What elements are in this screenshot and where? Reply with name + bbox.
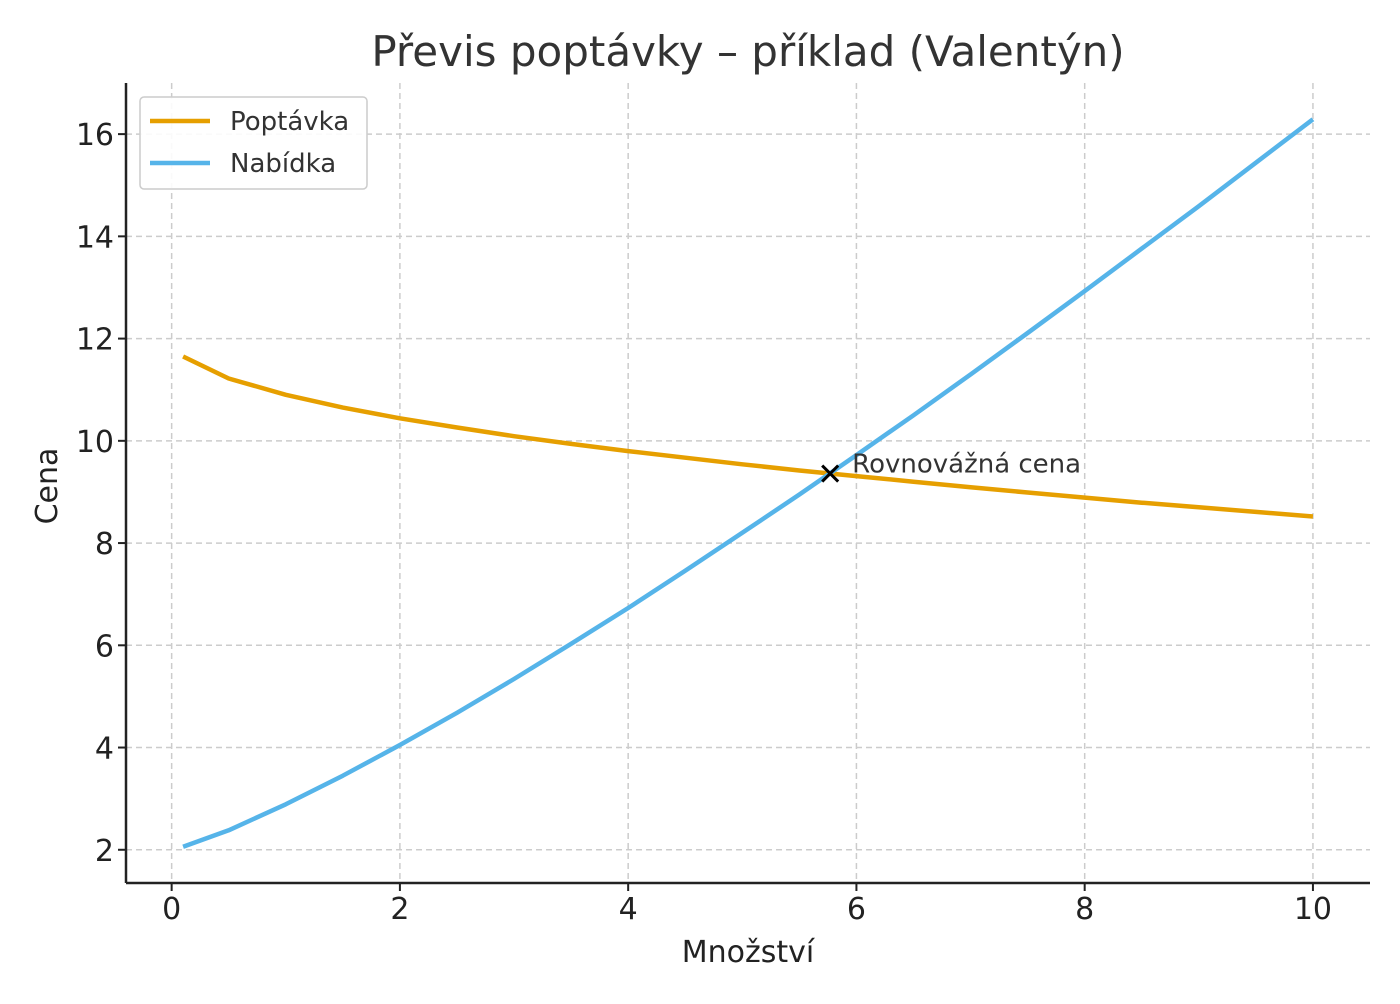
x-tick-label: 10	[1294, 892, 1332, 927]
axes	[118, 83, 1370, 891]
y-tick-label: 8	[95, 527, 114, 562]
y-tick-label: 6	[95, 629, 114, 664]
legend: Poptávka Nabídka	[139, 96, 368, 190]
tick-labels: 0 2 4 6 8 10 2 4 6 8 10 12 14 16	[76, 118, 1332, 927]
series-lines	[182, 117, 1315, 849]
x-tick-label: 2	[390, 892, 409, 927]
legend-label-poptavka: Poptávka	[230, 107, 349, 137]
x-axis-label: Množství	[682, 935, 816, 970]
y-tick-label: 14	[76, 220, 114, 255]
legend-label-nabidka: Nabídka	[230, 149, 336, 179]
grid	[126, 83, 1370, 883]
x-tick-label: 8	[1075, 892, 1094, 927]
y-tick-label: 16	[76, 118, 114, 153]
x-tick-label: 4	[619, 892, 638, 927]
y-tick-label: 2	[95, 834, 114, 869]
x-tick-label: 0	[162, 892, 181, 927]
equilibrium-marker	[821, 464, 840, 483]
supply-line	[182, 117, 1315, 849]
y-tick-label: 4	[95, 732, 114, 767]
y-axis-label: Cena	[30, 448, 65, 525]
x-tick-label: 6	[847, 892, 866, 927]
chart-title: Převis poptávky – příklad (Valentýn)	[371, 27, 1124, 76]
annotation: Rovnovážná cena	[821, 450, 1081, 483]
annotation-label: Rovnovážná cena	[852, 450, 1081, 480]
y-tick-label: 12	[76, 323, 114, 358]
y-tick-label: 10	[76, 425, 114, 460]
demand-line	[182, 354, 1314, 519]
